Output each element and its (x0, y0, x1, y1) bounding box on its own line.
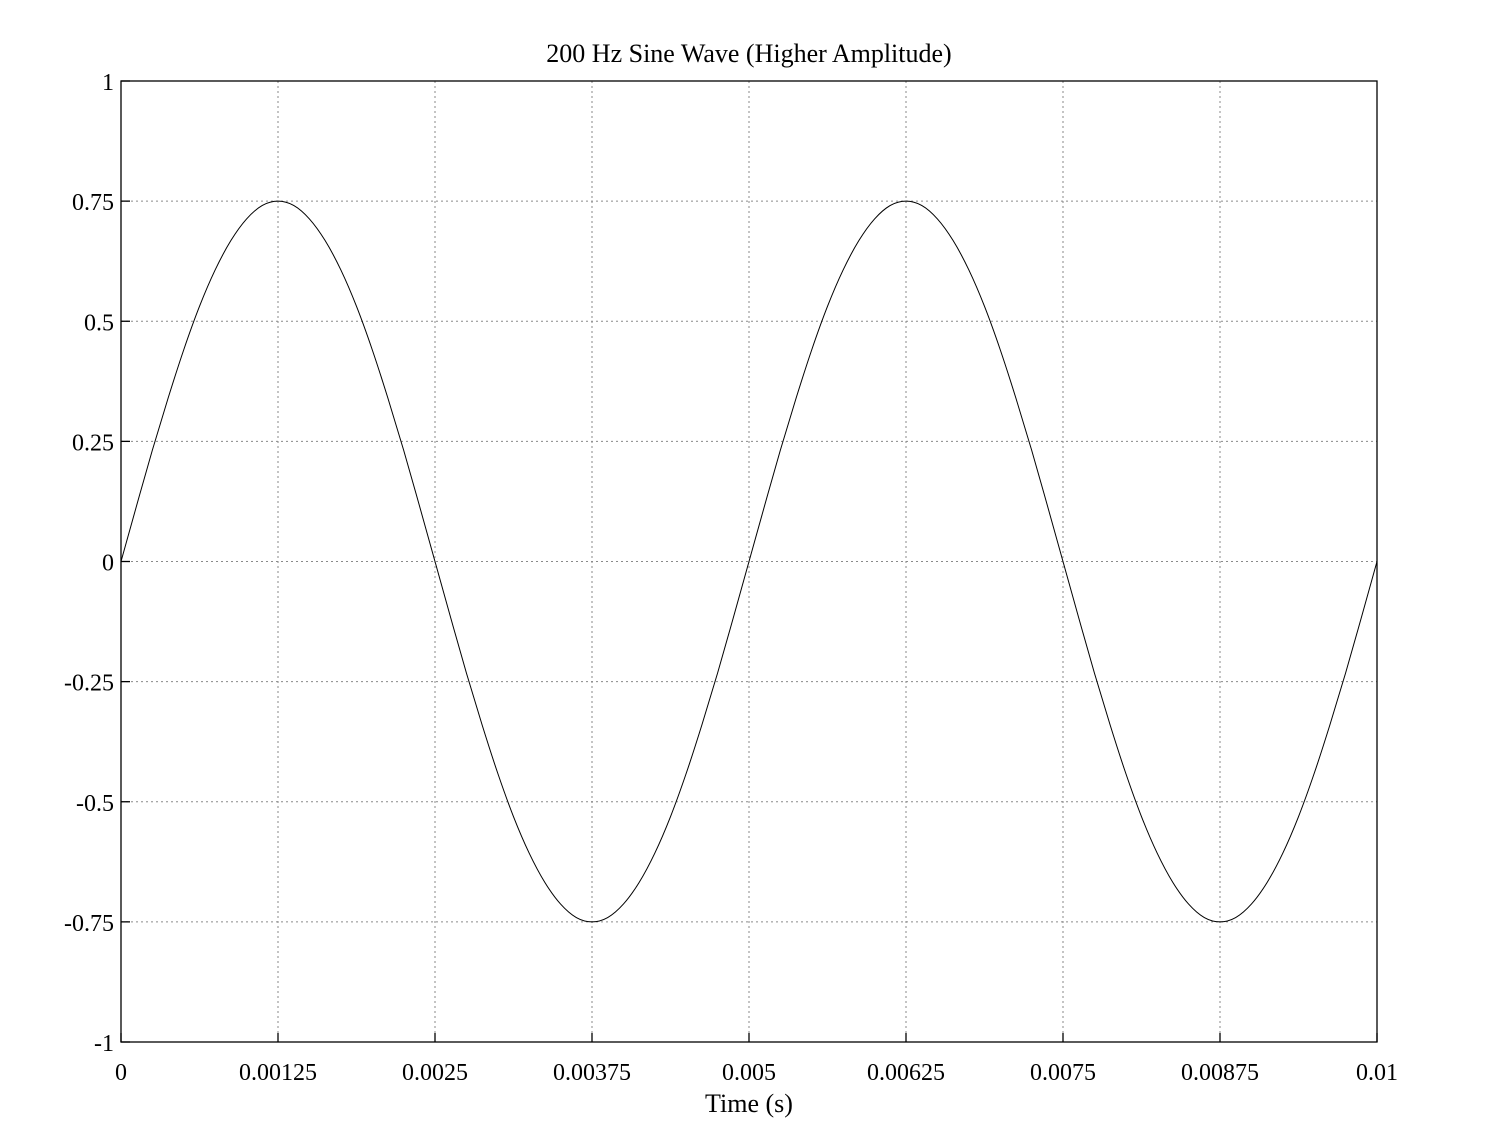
x-tick-label: 0.01 (1356, 1060, 1398, 1086)
y-tick-label: 0 (102, 551, 114, 577)
y-tick-label: 0.5 (84, 310, 114, 336)
sine-wave-series-line (120, 200, 1378, 923)
chart-title: 200 Hz Sine Wave (Higher Amplitude) (546, 39, 951, 68)
y-tick-label: -0.5 (76, 791, 114, 817)
y-tick-label: -0.75 (64, 911, 114, 937)
x-axis-tick-labels: 0 0.00125 0.0025 0.00375 0.005 0.00625 0.0075 0… (115, 1060, 1398, 1086)
y-tick-label: -1 (94, 1031, 114, 1057)
x-axis-label: Time (s) (705, 1089, 793, 1118)
y-tick-label: -0.25 (64, 671, 114, 697)
axis-ticks (120, 80, 1378, 1043)
y-axis-tick-labels: 1 0.75 0.5 0.25 0 -0.25 -0.5 -0.75 -1 (64, 70, 114, 1057)
x-tick-label: 0.00875 (1181, 1060, 1259, 1086)
x-tick-label: 0.0025 (402, 1060, 468, 1086)
x-tick-label: 0.005 (722, 1060, 776, 1086)
y-tick-label: 0.75 (72, 190, 114, 216)
series-layer (120, 200, 1378, 923)
x-tick-label: 0.0075 (1030, 1060, 1096, 1086)
x-tick-label: 0.00375 (553, 1060, 631, 1086)
x-tick-label: 0.00125 (239, 1060, 317, 1086)
x-tick-label: 0.00625 (867, 1060, 945, 1086)
x-tick-label: 0 (115, 1060, 127, 1086)
y-tick-label: 0.25 (72, 430, 114, 456)
y-tick-label: 1 (102, 70, 114, 96)
